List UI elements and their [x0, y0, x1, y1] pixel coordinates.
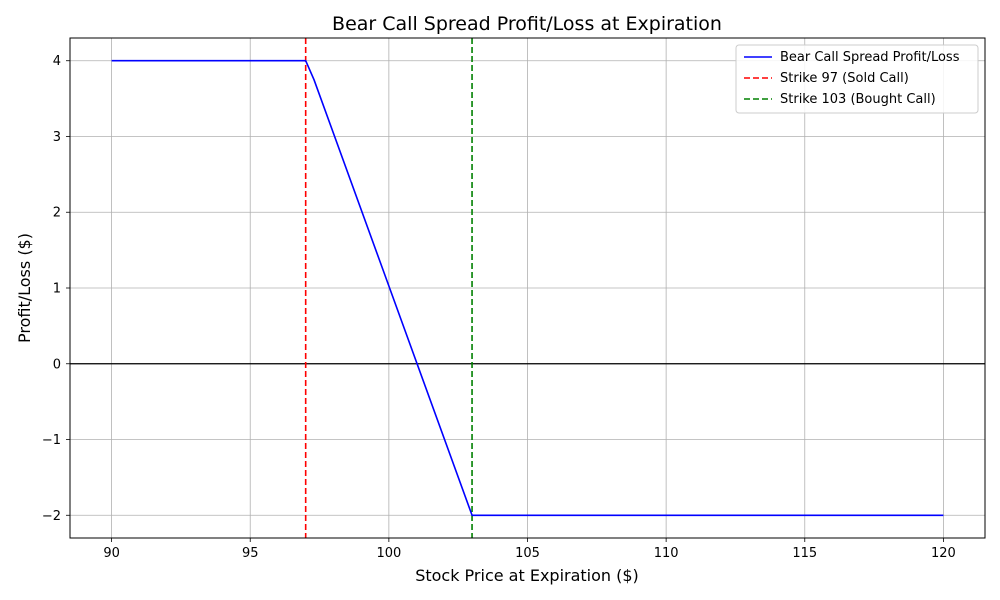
x-tick-label: 105: [515, 546, 540, 561]
series-line-spread: [111, 59, 944, 517]
x-tick-label: 95: [242, 546, 259, 561]
legend-box: [735, 44, 979, 114]
legend-label-spread: Bear Call Spread Profit/Loss: [780, 50, 960, 65]
x-tick-label: 115: [792, 546, 817, 561]
y-tick-label: −2: [42, 509, 61, 524]
legend-label-strike-103: Strike 103 (Bought Call): [780, 92, 936, 107]
y-tick-label: 0: [53, 357, 61, 372]
x-tick-label: 110: [654, 546, 679, 561]
legend: Bear Call Spread Profit/Loss Strike 97 (…: [735, 44, 979, 114]
y-tick-label: −1: [42, 433, 61, 448]
x-axis-label: Stock Price at Expiration ($): [415, 566, 639, 585]
y-axis-ticks: 4 3 2 1 0 −1 −2: [42, 54, 70, 524]
y-tick-label: 1: [53, 282, 61, 297]
x-tick-label: 120: [931, 546, 956, 561]
x-tick-label: 90: [103, 546, 120, 561]
x-tick-label: 100: [376, 546, 401, 561]
legend-label-strike-97: Strike 97 (Sold Call): [780, 71, 909, 86]
x-axis-ticks: 90 95 100 105 110 115 120: [103, 538, 956, 561]
y-tick-label: 2: [53, 206, 61, 221]
y-tick-label: 4: [53, 54, 61, 69]
chart-title: Bear Call Spread Profit/Loss at Expirati…: [332, 13, 722, 35]
y-axis-label: Profit/Loss ($): [15, 233, 34, 343]
plot-lines: [70, 38, 985, 538]
y-tick-label: 3: [53, 130, 61, 145]
